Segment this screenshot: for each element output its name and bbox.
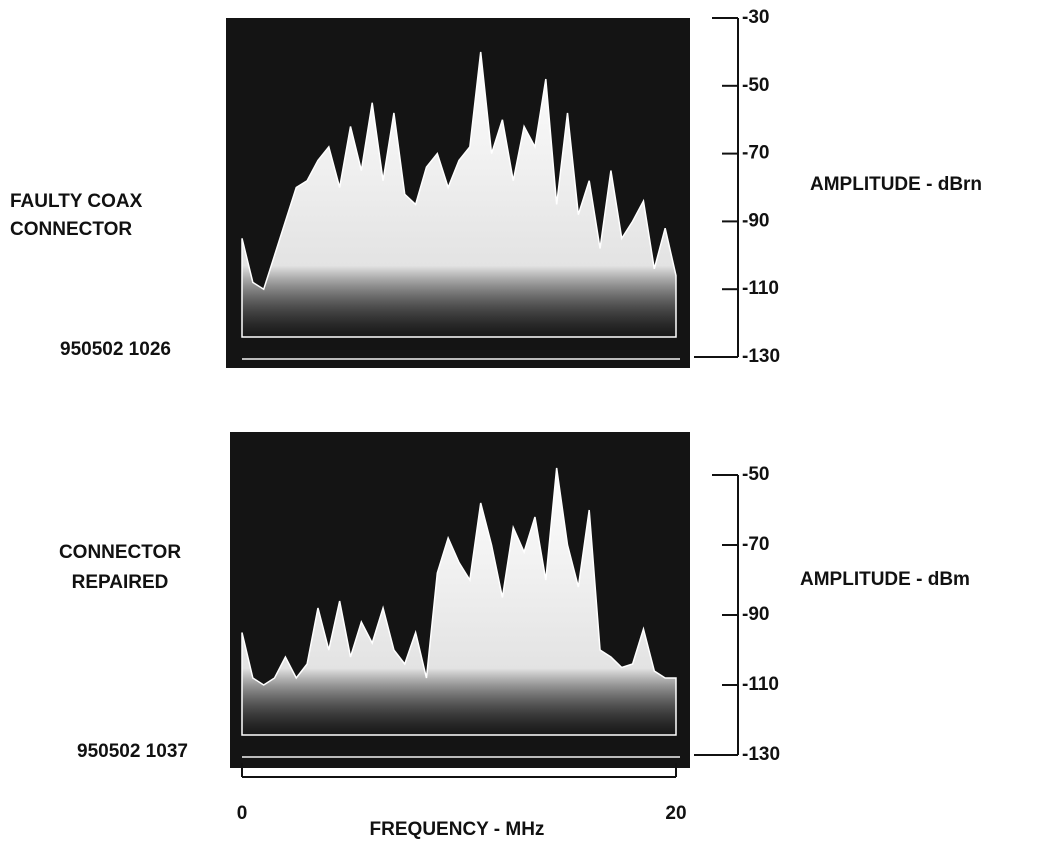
y-tick-label: -50 [742, 75, 769, 96]
y-tick-label: -130 [742, 346, 780, 367]
y-axis-label: AMPLITUDE - dBrn [810, 174, 982, 195]
y-tick-label: -50 [742, 464, 769, 485]
panel-label: CONNECTOR [10, 219, 132, 240]
y-tick-label: -130 [742, 744, 780, 765]
timestamp: 950502 1037 [77, 741, 188, 762]
x-axis-label: FREQUENCY - MHz [370, 819, 545, 840]
y-tick-label: -70 [742, 143, 769, 164]
y-tick-label: -90 [742, 210, 769, 231]
y-tick-label: -70 [742, 534, 769, 555]
spectrum [241, 467, 677, 736]
panel-label: CONNECTOR [59, 542, 181, 563]
y-axis-label: AMPLITUDE - dBm [800, 569, 970, 590]
y-tick-label: -30 [742, 7, 769, 28]
y-tick-label: -90 [742, 604, 769, 625]
x-tick-label: 0 [237, 803, 248, 824]
y-tick-label: -110 [742, 674, 779, 695]
panel-label: REPAIRED [72, 572, 169, 593]
timestamp: 950502 1026 [60, 339, 171, 360]
x-tick-label: 20 [665, 803, 686, 824]
spectrum [241, 51, 677, 338]
panel-label: FAULTY COAX [10, 191, 143, 212]
y-tick-label: -110 [742, 278, 779, 299]
